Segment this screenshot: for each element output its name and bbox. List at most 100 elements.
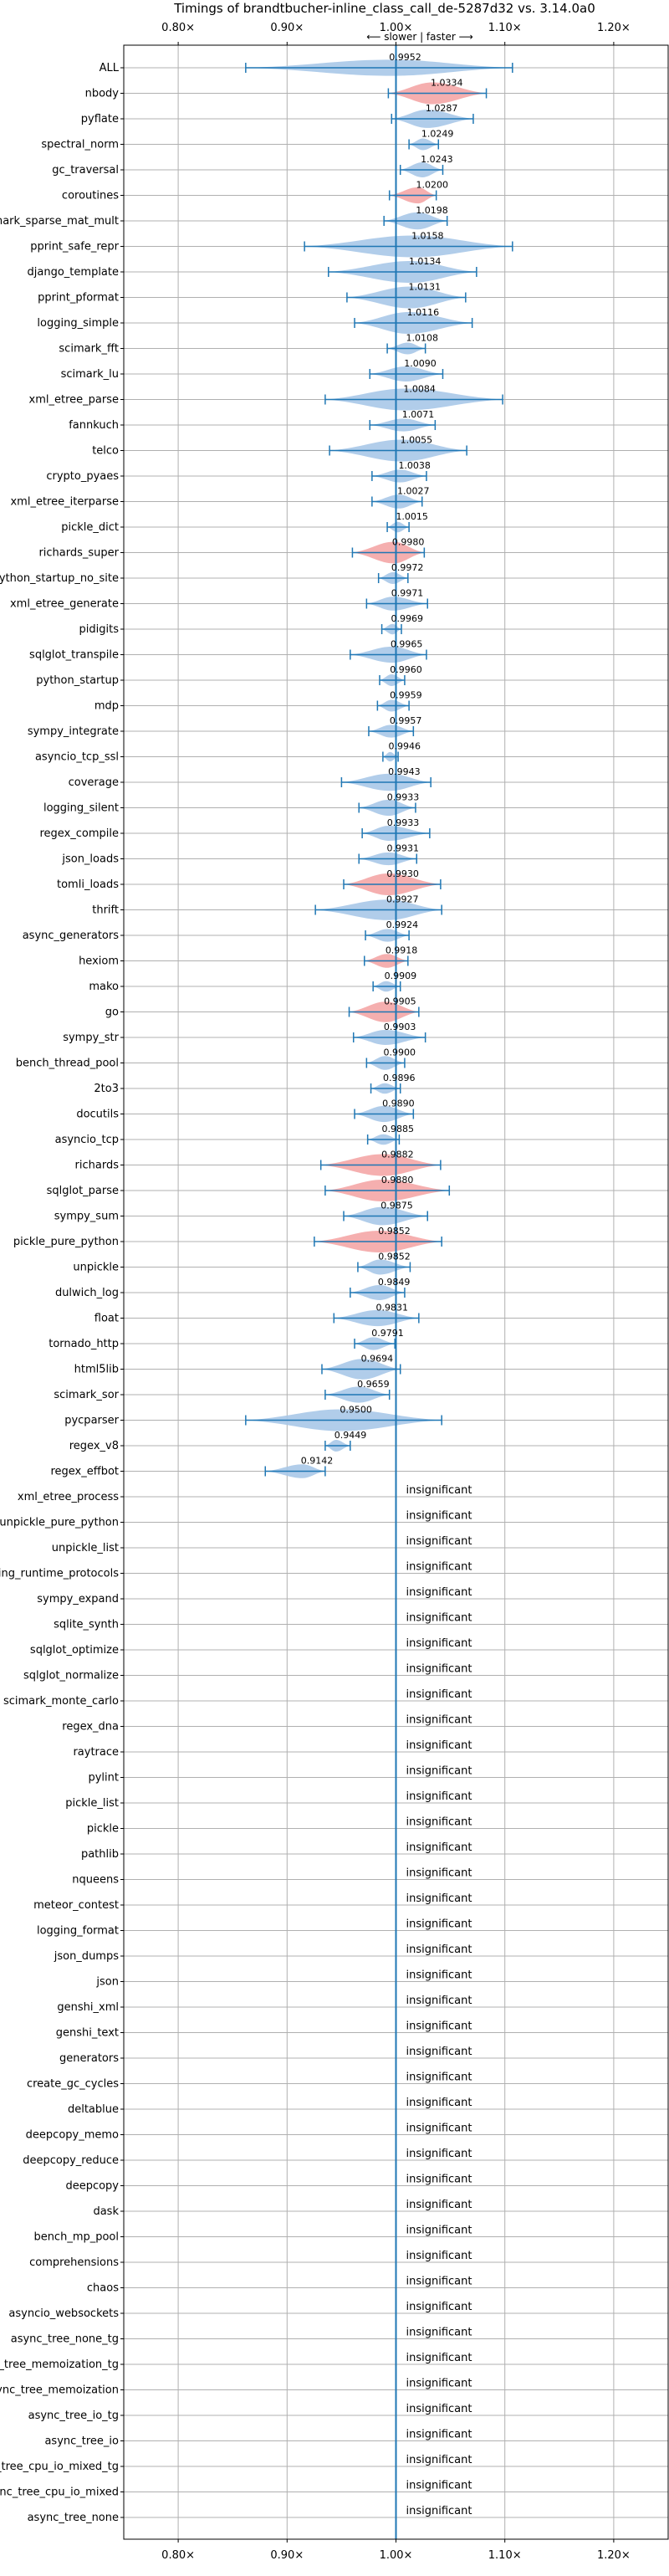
insignificant-label: insignificant <box>406 1765 472 1778</box>
value-label: 0.9831 <box>375 1303 408 1314</box>
benchmark-label: async_tree_io_tg <box>28 2410 119 2422</box>
benchmark-label: pickle_pure_python <box>13 1236 119 1248</box>
value-label: 0.9971 <box>391 588 424 599</box>
benchmark-label: telco <box>92 445 119 458</box>
value-label: 0.9959 <box>390 690 422 701</box>
value-label: 0.9972 <box>391 562 424 573</box>
value-label: 0.9903 <box>384 1022 416 1032</box>
benchmark-label: async_tree_cpu_io_mixed <box>0 2486 119 2499</box>
value-label: 0.9885 <box>382 1124 415 1134</box>
insignificant-label: insignificant <box>406 2072 472 2084</box>
insignificant-label: insignificant <box>406 1892 472 1905</box>
benchmark-label: unpickle <box>73 1262 119 1274</box>
insignificant-label: insignificant <box>406 1510 472 1523</box>
direction-label: ⟵ slower | faster ⟶ <box>366 31 473 43</box>
benchmark-label: pprint_pformat <box>38 292 119 305</box>
insignificant-label: insignificant <box>406 1969 472 1982</box>
benchmark-label: deepcopy_reduce <box>23 2154 119 2167</box>
benchmark-label: scimark_sor <box>54 1389 119 1401</box>
value-label: 1.0131 <box>409 282 442 293</box>
benchmark-label: mako <box>89 981 119 993</box>
benchmark-label: python_startup <box>36 674 119 687</box>
insignificant-label: insignificant <box>406 2123 472 2135</box>
benchmark-label: sqlglot_parse <box>47 1185 119 1197</box>
x-axis: 0.80× 0.80× 0.90× 0.90× 1.00× 1.00× 1.10× 1.10×… <box>120 22 631 2562</box>
benchmark-label: python_startup_no_site <box>0 572 119 585</box>
insignificant-label: insignificant <box>406 1918 472 1931</box>
benchmark-label: hexiom <box>79 955 119 968</box>
benchmark-label: chaos <box>87 2282 119 2295</box>
insignificant-label: insignificant <box>406 1688 472 1701</box>
benchmark-label: sympy_integrate <box>28 725 119 738</box>
value-label: 1.0027 <box>397 486 429 497</box>
benchmark-label: ALL <box>100 62 120 74</box>
benchmark-label: 2to3 <box>94 1083 119 1095</box>
insignificant-label: insignificant <box>406 2276 472 2288</box>
insignificant-label: insignificant <box>406 1714 472 1727</box>
benchmark-label: async_tree_io <box>44 2435 119 2448</box>
insignificant-label: insignificant <box>406 2148 472 2160</box>
x-tick-label-top: 1.00× <box>380 22 413 34</box>
insignificant-label: insignificant <box>406 2199 472 2211</box>
benchmark-label: crypto_pyaes <box>46 470 119 483</box>
value-label: 0.9896 <box>383 1073 416 1083</box>
value-label: 0.9900 <box>383 1047 416 1058</box>
value-label: 1.0134 <box>409 256 441 267</box>
benchmark-label: nbody <box>85 88 120 100</box>
benchmark-label: richards_super <box>38 547 119 560</box>
value-label: 0.9931 <box>387 843 420 854</box>
benchmark-label: bench_thread_pool <box>16 1058 119 1070</box>
benchmark-label: float <box>94 1313 119 1325</box>
benchmark-label: scimark_fft <box>59 343 119 356</box>
value-label: 1.0071 <box>402 409 435 420</box>
value-label: 0.9965 <box>391 639 423 650</box>
insignificant-label: insignificant <box>406 1841 472 1854</box>
benchmark-label: meteor_contest <box>33 1899 119 1912</box>
benchmark-label: sympy_sum <box>54 1211 119 1223</box>
value-label: 0.9791 <box>371 1328 404 1339</box>
value-label: 0.9694 <box>361 1354 394 1365</box>
benchmark-label: async_generators <box>23 930 120 942</box>
value-label: 0.9890 <box>382 1099 415 1109</box>
marks-layer <box>245 45 513 2539</box>
value-label: 1.0055 <box>401 435 433 446</box>
insignificant-label: insignificant <box>406 2301 472 2313</box>
insignificant-label: insignificant <box>406 2352 472 2364</box>
x-tick-label-bottom: 1.00× <box>380 2549 413 2562</box>
insignificant-label: insignificant <box>406 1586 472 1599</box>
value-label: 0.9933 <box>387 792 420 803</box>
benchmark-label: bench_mp_pool <box>33 2231 119 2244</box>
benchmark-label: pickle_dict <box>61 521 119 534</box>
benchmark-label: asyncio_websockets <box>8 2307 119 2320</box>
benchmark-label: go <box>105 1006 119 1019</box>
value-label: 0.9849 <box>378 1277 411 1288</box>
benchmark-label: scimark_lu <box>61 368 119 381</box>
benchmark-label: scimark_monte_carlo <box>3 1695 119 1708</box>
value-label: 1.0249 <box>421 129 454 140</box>
insignificant-label: insignificant <box>406 1739 472 1752</box>
value-label: 0.9500 <box>340 1405 372 1416</box>
benchmark-label: pickle_list <box>65 1797 119 1810</box>
chart-title: Timings of brandtbucher-inline_class_cal… <box>173 1 595 17</box>
benchmark-label: docutils <box>76 1109 119 1121</box>
insignificant-label: insignificant <box>406 1663 472 1676</box>
benchmark-label: typing_runtime_protocols <box>0 1568 119 1580</box>
benchmark-label: xml_etree_generate <box>10 598 119 611</box>
value-label: 1.0116 <box>407 307 440 318</box>
x-tick-label-top: 1.10× <box>488 22 522 34</box>
labels-layer: ALL 0.9952 nbody 1.0334 pyflate 1.0287 spectra… <box>0 52 472 2524</box>
value-label: 0.9927 <box>386 894 419 905</box>
insignificant-label: insignificant <box>406 1995 472 2007</box>
benchmark-label: json_loads <box>61 853 119 866</box>
insignificant-label: insignificant <box>406 2505 472 2517</box>
insignificant-label: insignificant <box>406 2403 472 2415</box>
benchmark-label: async_tree_memoization <box>0 2384 119 2397</box>
benchmark-label: asyncio_tcp_ssl <box>35 751 119 764</box>
benchmark-label: scimark_sparse_mat_mult <box>0 215 119 228</box>
benchmark-label: deepcopy <box>65 2180 119 2193</box>
benchmark-label: regex_v8 <box>69 1440 119 1452</box>
benchmark-label: pathlib <box>81 1848 119 1861</box>
value-label: 0.9449 <box>334 1430 367 1441</box>
benchmark-label: pylint <box>88 1772 119 1785</box>
insignificant-label: insignificant <box>406 2429 472 2441</box>
